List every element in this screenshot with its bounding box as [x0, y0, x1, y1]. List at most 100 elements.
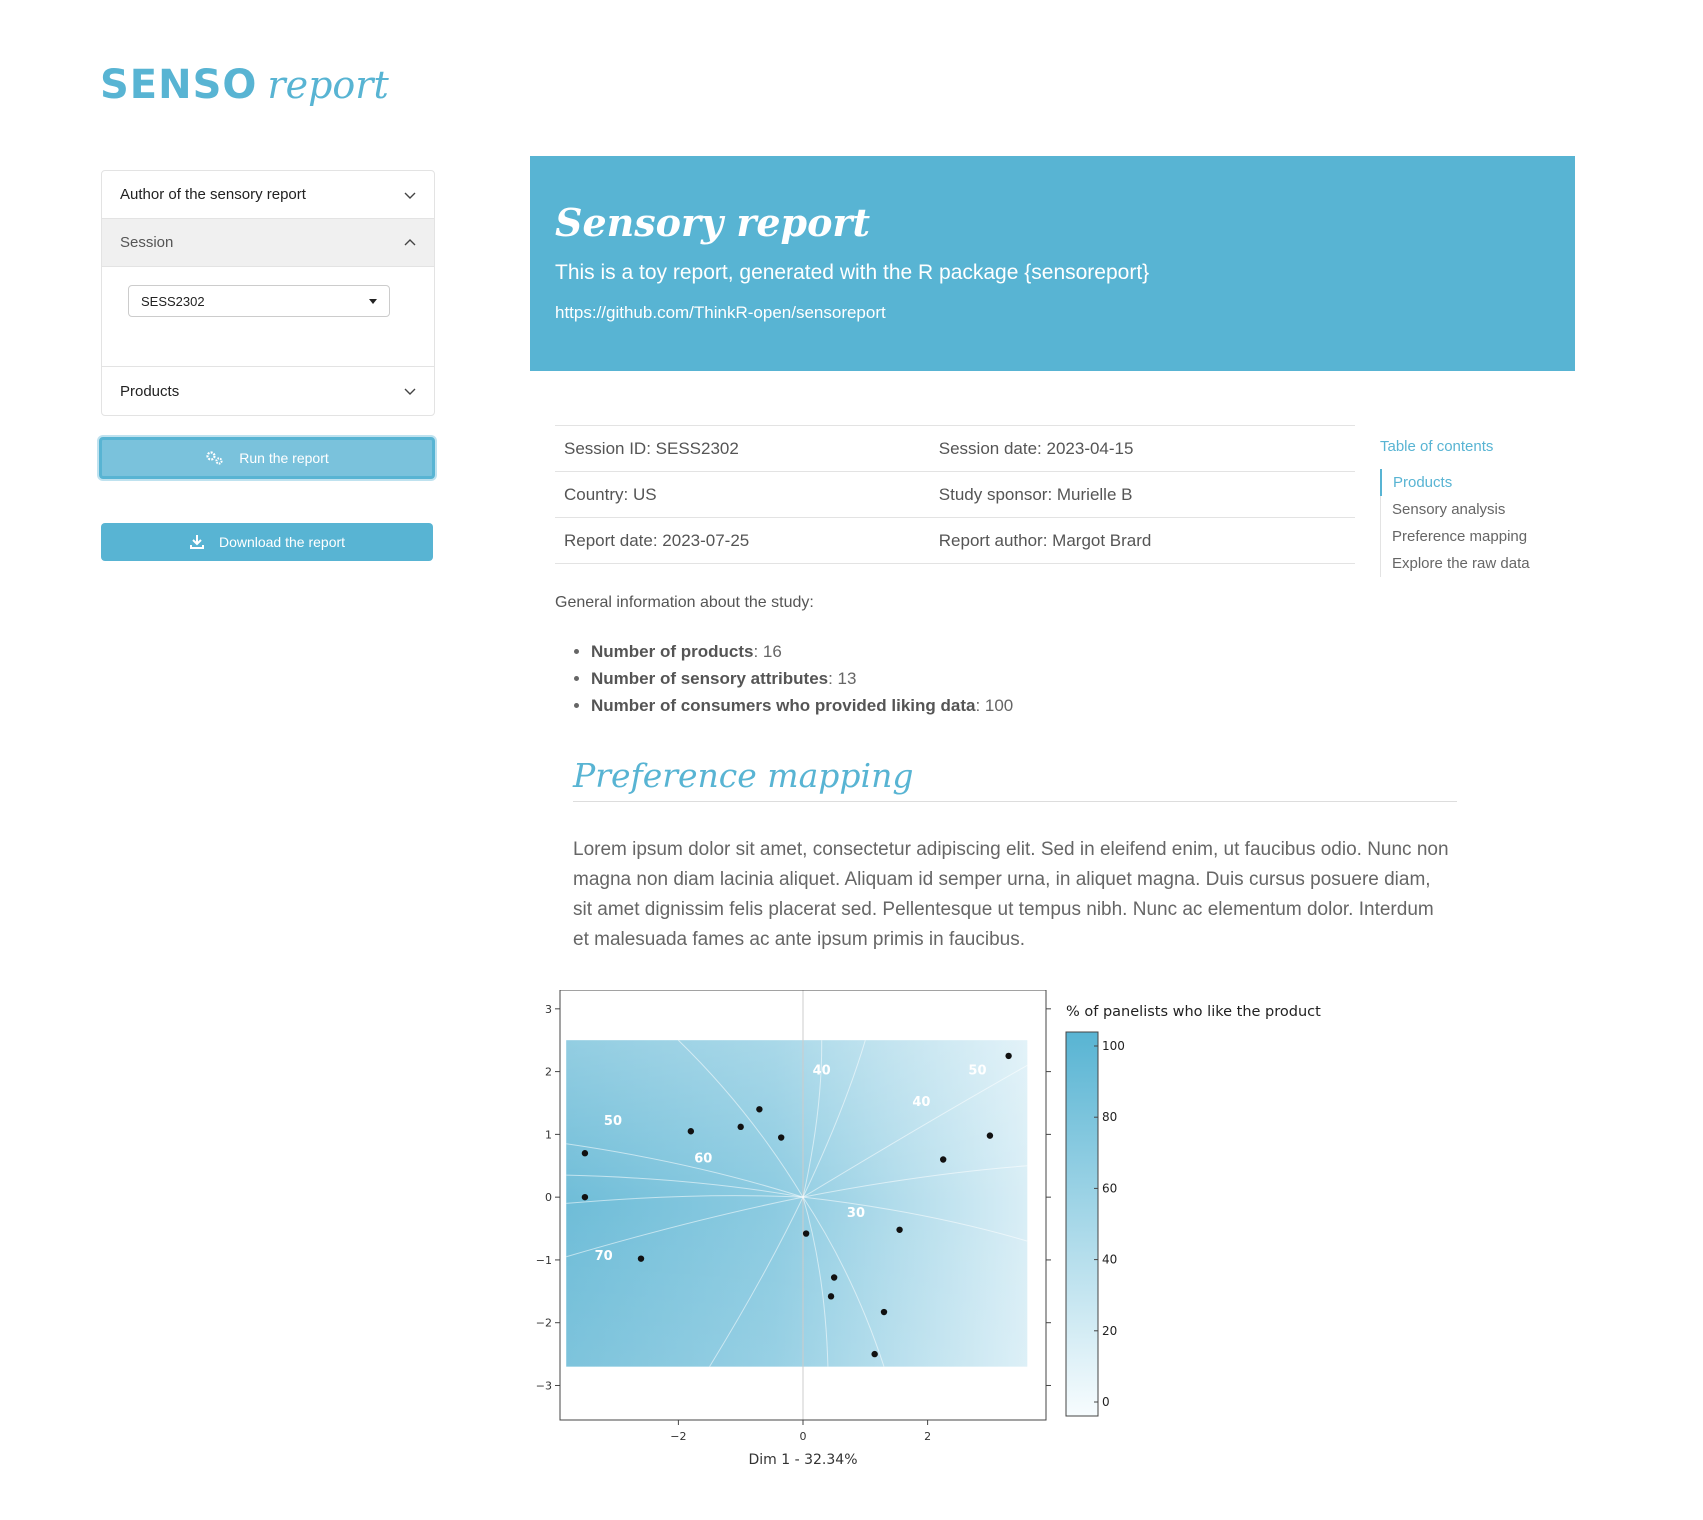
heatmap-shading	[566, 1040, 1028, 1367]
info-cell: Report date: 2023-07-25	[555, 517, 930, 564]
colorbar-tick-label: 0	[1102, 1395, 1110, 1409]
x-axis-label: Dim 1 - 32.34%	[749, 1452, 858, 1468]
contour-line	[566, 1195, 804, 1204]
accordion-products-label: Products	[120, 382, 180, 400]
contour-line	[802, 1196, 885, 1367]
run-report-button[interactable]: Run the report	[99, 437, 435, 479]
toc-item-products[interactable]: Products	[1380, 469, 1560, 496]
caret-down-icon	[369, 298, 377, 304]
section-paragraph: Lorem ipsum dolor sit amet, consectetur …	[573, 839, 1449, 950]
download-icon	[189, 535, 204, 549]
product-point	[986, 1132, 994, 1139]
study-facts-list: Number of products: 16 Number of sensory…	[575, 638, 1013, 719]
fact-value: : 16	[753, 642, 782, 661]
contour-line	[802, 1040, 823, 1198]
contour-label: 50	[604, 1114, 622, 1129]
contour-label: 30	[847, 1206, 865, 1221]
gears-icon	[206, 451, 223, 465]
product-point	[880, 1308, 888, 1316]
contour-line	[802, 1196, 1028, 1242]
colorbar-tick-label: 40	[1102, 1253, 1117, 1267]
table-row: Report date: 2023-07-25 Report author: M…	[555, 517, 1355, 564]
y-tick-label: −2	[536, 1317, 552, 1330]
contour-line	[802, 1197, 829, 1367]
y-tick-label: −1	[536, 1254, 552, 1267]
toc-item-preference-mapping[interactable]: Preference mapping	[1392, 528, 1528, 545]
product-point	[581, 1150, 589, 1157]
contour-line	[566, 1174, 804, 1198]
toc-title: Table of contents	[1380, 438, 1494, 455]
sidebar-accordion: Author of the sensory report Session SES…	[101, 170, 435, 416]
product-point	[777, 1134, 785, 1141]
run-report-label: Run the report	[239, 450, 329, 466]
product-point	[737, 1123, 744, 1131]
product-point	[637, 1255, 645, 1262]
contour-label: 40	[813, 1064, 831, 1079]
general-info-intro: General information about the study:	[555, 594, 814, 611]
y-tick-label: 0	[545, 1191, 552, 1204]
table-row: Session ID: SESS2302 Session date: 2023-…	[555, 425, 1355, 472]
product-point	[830, 1274, 838, 1281]
contour-label: 70	[595, 1249, 613, 1264]
session-info-table: Session ID: SESS2302 Session date: 2023-…	[555, 425, 1355, 564]
repo-link[interactable]: https://github.com/ThinkR-open/sensorepo…	[555, 303, 886, 322]
toc-item-raw-data[interactable]: Explore the raw data	[1392, 555, 1530, 572]
download-report-label: Download the report	[218, 534, 346, 550]
accordion-session-header[interactable]: Session	[102, 219, 434, 267]
x-tick-label: −2	[670, 1430, 686, 1443]
y-tick-label: 2	[545, 1066, 552, 1079]
contour-line	[566, 1196, 804, 1258]
fact-label: Number of consumers who provided liking …	[591, 696, 976, 715]
product-point	[581, 1193, 589, 1201]
contour-label: 50	[968, 1064, 986, 1079]
accordion-author-label: Author of the sensory report	[120, 186, 306, 203]
fact-value: : 13	[828, 669, 857, 688]
colorbar-tick-label: 60	[1102, 1181, 1117, 1195]
contour-line	[709, 1196, 804, 1367]
contour-label: 40	[912, 1095, 930, 1110]
product-point	[827, 1293, 835, 1300]
product-point	[687, 1128, 695, 1135]
product-point	[939, 1156, 947, 1163]
info-cell: Session ID: SESS2302	[555, 425, 930, 472]
contour-line	[802, 1040, 866, 1198]
preference-map-chart: 50 60 70 40 40 50 30 −3 −2 −1 0 1 2 3 −2 0 2 Dim 1 - 32…	[536, 990, 1321, 1468]
list-item: Number of products: 16	[591, 638, 1013, 665]
colorbar-tick-label: 100	[1102, 1039, 1125, 1053]
info-cell: Session date: 2023-04-15	[929, 425, 1355, 472]
product-point	[802, 1230, 810, 1237]
colorbar-tick-label: 80	[1102, 1110, 1117, 1124]
fact-label: Number of products	[591, 642, 754, 661]
contour-label: 60	[694, 1152, 712, 1167]
chevron-down-icon	[404, 388, 416, 395]
download-report-button[interactable]: Download the report	[101, 523, 433, 561]
chevron-down-icon	[404, 192, 416, 199]
fact-label: Number of sensory attributes	[591, 669, 829, 688]
product-point	[756, 1106, 763, 1113]
session-select[interactable]: SESS2302	[128, 285, 390, 317]
report-subtitle: This is a toy report, generated with the…	[555, 261, 1150, 284]
colorbar-tick-label: 20	[1102, 1324, 1117, 1338]
list-item: Number of consumers who provided liking …	[591, 692, 1013, 719]
y-tick-label: −3	[536, 1379, 552, 1392]
logo-senso: SENSO	[100, 62, 258, 108]
toc-list: Products Sensory analysis Preference map…	[1380, 469, 1560, 577]
contour-line	[802, 1165, 1028, 1198]
colorbar	[1065, 1031, 1099, 1417]
contour-line	[566, 1143, 804, 1198]
accordion-session-label: Session	[120, 234, 174, 251]
info-cell: Study sponsor: Murielle B	[929, 471, 1355, 518]
fact-value: : 100	[975, 696, 1014, 715]
y-tick-label: 1	[545, 1128, 552, 1141]
accordion-products-header[interactable]: Products	[102, 367, 434, 415]
chevron-up-icon	[404, 238, 416, 245]
product-point	[896, 1226, 903, 1233]
section-heading-preference-mapping: Preference mapping	[573, 756, 1457, 802]
list-item: Number of sensory attributes: 13	[591, 665, 1013, 692]
accordion-author-header[interactable]: Author of the sensory report	[102, 171, 434, 219]
info-cell: Country: US	[555, 471, 930, 518]
contour-line	[802, 1064, 1028, 1198]
report-header: Sensory report This is a toy report, gen…	[530, 156, 1575, 371]
toc-item-sensory-analysis[interactable]: Sensory analysis	[1392, 501, 1506, 518]
product-point	[871, 1350, 878, 1358]
